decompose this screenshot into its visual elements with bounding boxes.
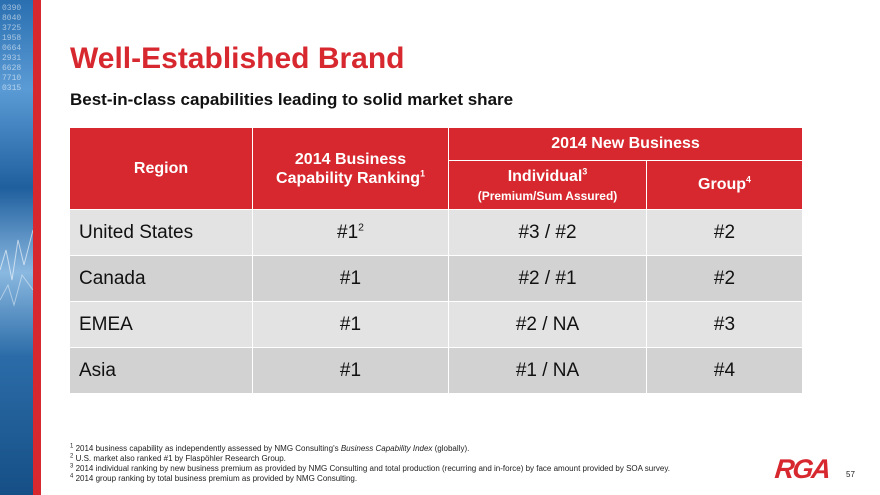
cell-group: #2 [646, 255, 803, 302]
cell-group: #3 [646, 301, 803, 348]
table-row: EMEA #1 #2 / NA #3 [69, 301, 803, 348]
brand-ranking-table: Region 2014 Business Capability Ranking1… [69, 127, 803, 394]
decorative-image-strip: 0390 8040 3725 1958 0664 2931 6628 7710 0315 [0, 0, 33, 495]
header-new-business: 2014 New Business [448, 127, 803, 161]
page-number: 57 [846, 470, 855, 479]
footnote-4: 4 2014 group ranking by total business p… [70, 473, 358, 483]
footnote-1: 1 2014 business capability as independen… [70, 443, 470, 453]
cell-individual: #3 / #2 [448, 209, 647, 256]
cell-capability: #1 [252, 301, 449, 348]
table-row: Canada #1 #2 / #1 #2 [69, 255, 803, 302]
page-title: Well-Established Brand [70, 42, 405, 75]
footnote-ref: 3 [582, 166, 588, 177]
footnotes: 1 2014 business capability as independen… [70, 443, 670, 484]
accent-bar [33, 0, 41, 495]
footnote-2: 2 U.S. market also ranked #1 by Flaspöhl… [70, 453, 286, 463]
header-group: Group4 [646, 160, 803, 210]
rga-logo: RGA [773, 454, 831, 484]
header-capability-line1: 2014 Business [294, 150, 407, 168]
header-capability-line2: Capability Ranking [276, 169, 421, 187]
header-group-label: Group [698, 176, 747, 193]
decorative-digits: 0390 8040 3725 1958 0664 2931 6628 7710 0315 [2, 4, 22, 93]
header-individual-label: Individual [507, 167, 583, 185]
header-individual-sub: (Premium/Sum Assured) [477, 188, 618, 203]
footnote-ref: 2 [358, 222, 364, 234]
cell-capability: #1 [252, 255, 449, 302]
decorative-chart-lines [0, 229, 33, 307]
header-individual: Individual3 (Premium/Sum Assured) [448, 160, 647, 210]
cell-individual: #2 / #1 [448, 255, 647, 302]
page-subtitle: Best-in-class capabilities leading to so… [70, 90, 514, 109]
cell-region: Canada [69, 255, 253, 302]
footnote-3: 3 2014 individual ranking by new busines… [70, 463, 670, 473]
table-row: United States #12 #3 / #2 #2 [69, 209, 803, 256]
cell-region: EMEA [69, 301, 253, 348]
footnote-ref: 4 [746, 174, 751, 185]
cell-group: #2 [646, 209, 803, 256]
cell-region: United States [69, 209, 253, 256]
cell-group: #4 [646, 347, 803, 394]
cell-region: Asia [69, 347, 253, 394]
header-region: Region [69, 127, 253, 210]
header-capability: 2014 Business Capability Ranking1 [252, 127, 449, 210]
cell-capability: #1 [252, 347, 449, 394]
table-row: Asia #1 #1 / NA #4 [69, 347, 803, 394]
cell-capability: #12 [252, 209, 449, 256]
cell-individual: #2 / NA [448, 301, 647, 348]
cell-individual: #1 / NA [448, 347, 647, 394]
footnote-ref: 1 [420, 168, 425, 179]
